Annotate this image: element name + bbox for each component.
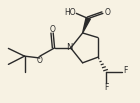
Text: O: O — [105, 8, 111, 17]
Text: F: F — [123, 66, 128, 75]
Text: O: O — [50, 25, 55, 34]
Polygon shape — [83, 18, 90, 33]
Text: N: N — [66, 43, 72, 52]
Text: HO: HO — [64, 8, 75, 17]
Text: F: F — [104, 83, 109, 92]
Text: O: O — [37, 56, 43, 65]
